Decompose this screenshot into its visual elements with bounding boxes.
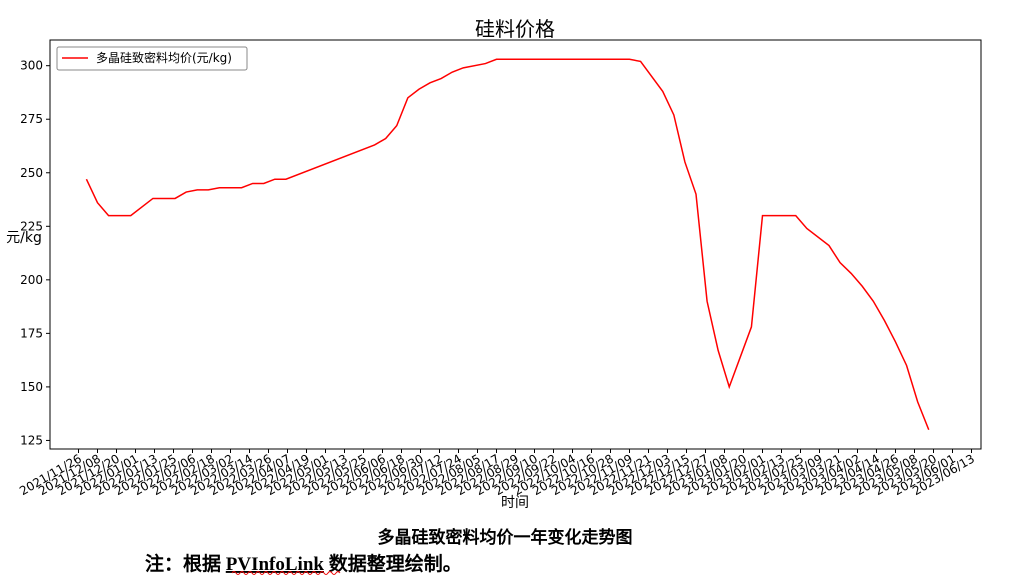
note-prefix: 注：根据	[145, 552, 221, 575]
y-tick-label: 300	[20, 59, 43, 73]
y-tick-label: 225	[20, 219, 43, 233]
y-tick-label: 150	[20, 380, 43, 394]
data-line	[85, 58, 930, 431]
spellcheck-underline	[231, 571, 341, 575]
note-source: PVInfoLink	[226, 554, 325, 575]
note: 注：根据 PVInfoLink 数据整理绘制。	[145, 552, 462, 575]
y-tick-label: 175	[20, 326, 43, 340]
x-axis-label: 时间	[501, 495, 529, 511]
y-tick-label: 200	[20, 273, 43, 287]
y-axis-label: 元/kg	[6, 230, 42, 246]
note-suffix: 数据整理绘制。	[329, 552, 462, 575]
y-tick-label: 125	[20, 433, 43, 447]
legend-label: 多晶硅致密料均价(元/kg)	[96, 50, 232, 65]
y-tick-label: 250	[20, 166, 43, 180]
caption: 多晶硅致密料均价一年变化走势图	[378, 527, 633, 547]
chart-title: 硅料价格	[475, 17, 555, 41]
legend-box	[56, 46, 248, 71]
y-tick-label: 275	[20, 112, 43, 126]
plot-frame	[49, 39, 982, 450]
